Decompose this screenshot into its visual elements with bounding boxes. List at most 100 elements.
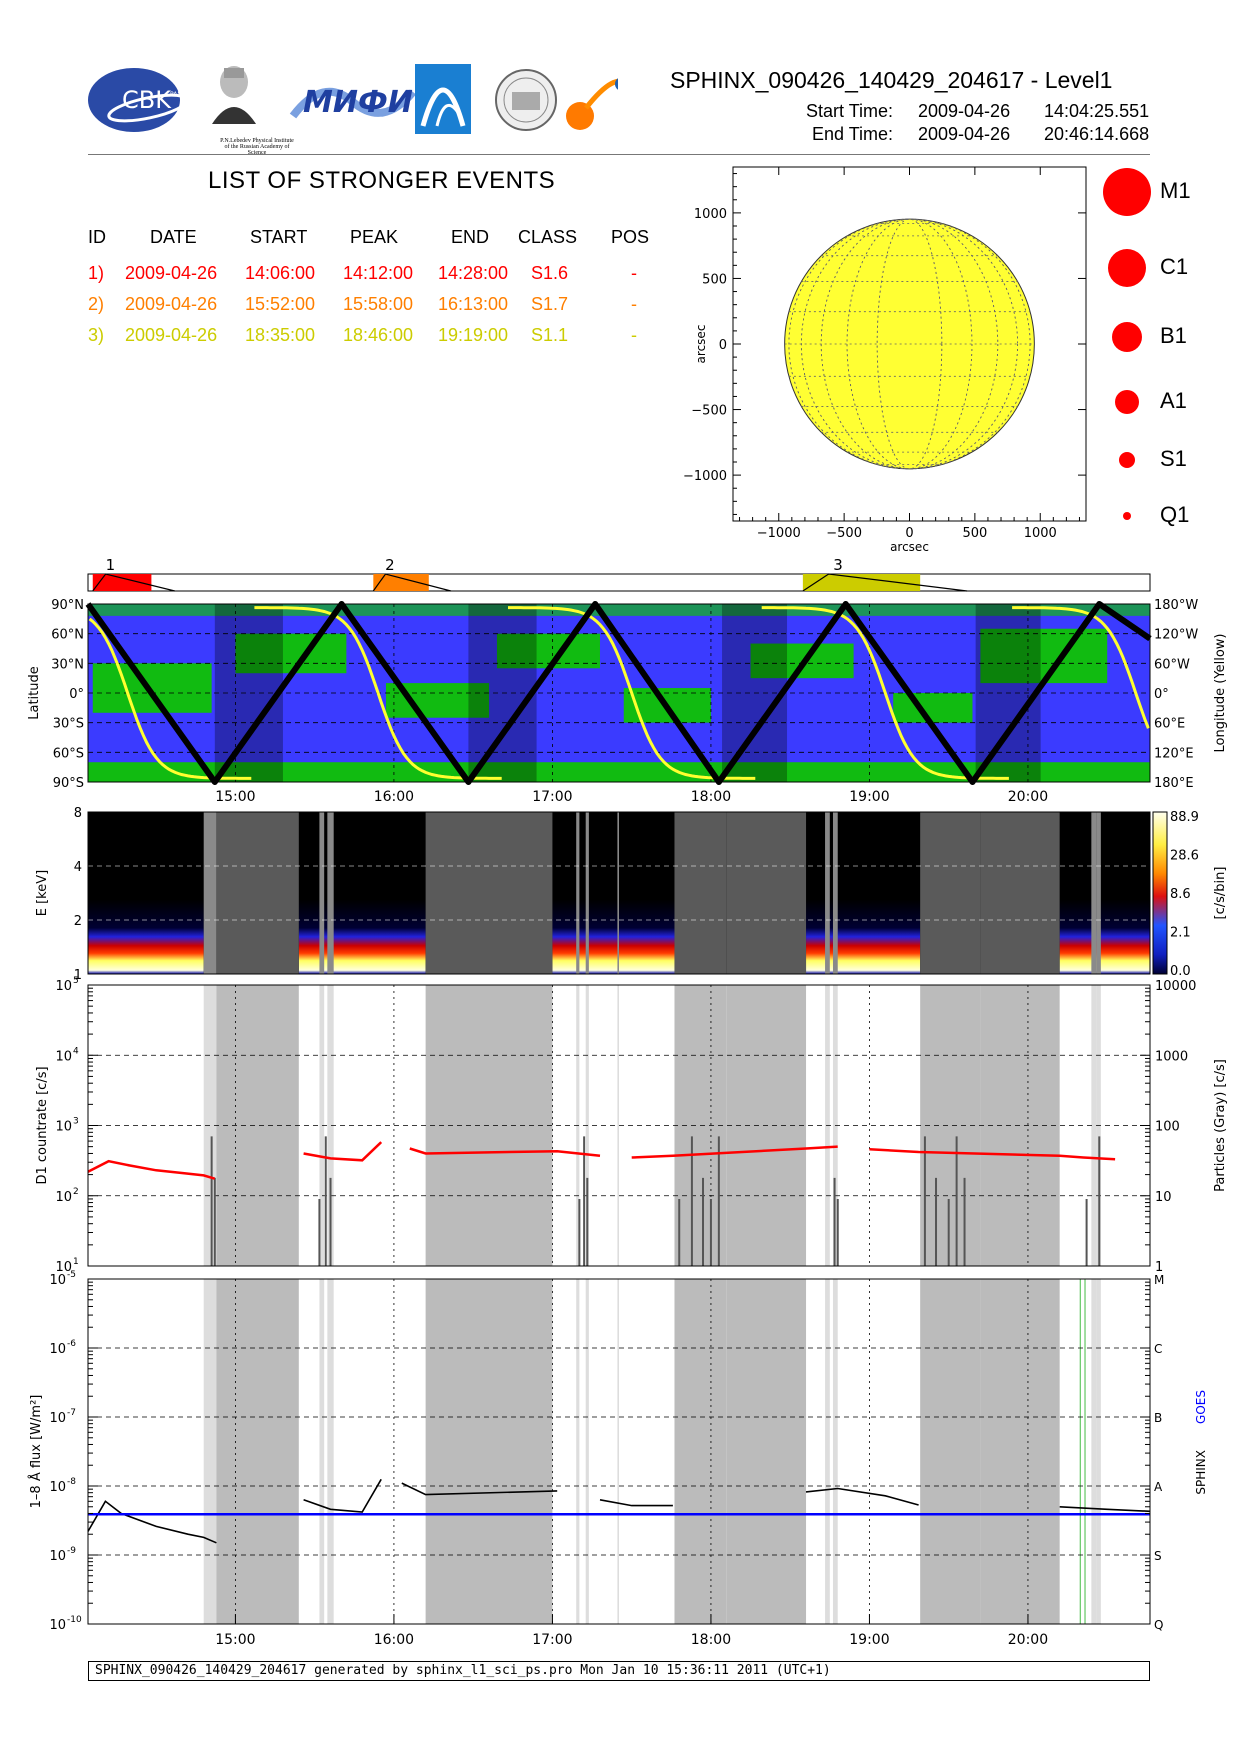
lebedev-caption: P.N.Lebedev Physical Institute of the Ru… xyxy=(220,138,294,156)
start-time-label: Start Time: xyxy=(806,101,894,121)
colorbar-tick-label: 0.0 xyxy=(1170,964,1191,979)
class-label-a1: A1 xyxy=(1160,388,1187,413)
class-marker-s1 xyxy=(1119,452,1135,468)
colorbar xyxy=(1152,811,1168,975)
event-2-id: 2) xyxy=(88,294,105,314)
flux-gap xyxy=(825,1279,830,1624)
events-header-start: START xyxy=(250,227,308,247)
event-2-cls: S1.7 xyxy=(531,294,569,314)
countrate-left-tick-exponent: 3 xyxy=(73,1117,79,1127)
sun-x-tick-label: 1000 xyxy=(1024,526,1057,541)
spectrogram-gap xyxy=(980,812,1060,974)
colorbar-label: [c/s/bin] xyxy=(1213,867,1228,920)
countrate-gap xyxy=(319,985,325,1266)
flux-class-tick-label: M xyxy=(1154,1273,1164,1287)
latitude-tick-label: 60°S xyxy=(53,746,84,761)
spectrogram-tick-label: 1 xyxy=(74,968,82,983)
sun-y-tick-label: −1000 xyxy=(683,469,727,484)
event-2-end: 16:13:00 xyxy=(438,294,509,314)
cbk-logo: CBK PAN xyxy=(88,68,189,132)
latitude-x-tick-label: 16:00 xyxy=(374,789,414,805)
spectrogram-gap xyxy=(1091,812,1097,974)
latitude-track xyxy=(85,601,1152,785)
event-1-pos: - xyxy=(631,263,637,283)
spectrogram-y-label: E [keV] xyxy=(35,870,50,916)
class-marker-c1 xyxy=(1108,249,1146,287)
event-2-pos: - xyxy=(631,294,637,314)
spectrogram-gap xyxy=(576,812,580,974)
sun-x-tick-label: 500 xyxy=(962,526,987,541)
flux-class-tick-label: A xyxy=(1154,1480,1163,1494)
events-title: LIST OF STRONGER EVENTS xyxy=(208,167,556,194)
countrate-left-tick-exponent: 2 xyxy=(73,1187,79,1197)
flux-gap xyxy=(425,1279,553,1624)
latitude-x-tick-label: 20:00 xyxy=(1008,789,1048,805)
flux-class-tick-label: C xyxy=(1154,1342,1162,1356)
spectrogram-active-interval xyxy=(88,899,204,974)
latitude-x-tick-label: 19:00 xyxy=(849,789,889,805)
event-bar-frame xyxy=(87,573,1151,592)
start-date: 2009-04-26 xyxy=(918,101,1011,121)
saa-north-band xyxy=(88,604,1150,616)
class-label-b1: B1 xyxy=(1160,323,1187,348)
particles-y-label: Particles (Gray) [c/s] xyxy=(1213,1059,1228,1192)
spectrogram-gap xyxy=(425,812,553,974)
countrate-series xyxy=(87,1159,216,1180)
sun-y-tick-label: 500 xyxy=(702,272,727,287)
countrate-right-tick-label: 100 xyxy=(1155,1120,1180,1135)
event-bar-marker xyxy=(92,573,176,592)
latitude-tick-label: 90°N xyxy=(51,598,84,613)
flux-x-tick-label: 16:00 xyxy=(374,1632,414,1648)
spectrogram-gap xyxy=(585,812,589,974)
event-2-start: 15:52:00 xyxy=(245,294,316,314)
sphinx-flux-series xyxy=(303,1478,382,1513)
flux-gap xyxy=(585,1279,589,1624)
sphinx-flux-series xyxy=(401,1482,558,1496)
spectrogram-active-interval xyxy=(1059,899,1150,974)
sun-x-axis-label: arcsec xyxy=(890,540,929,554)
cbk-logo-text: CBK xyxy=(122,86,172,114)
countrate-series xyxy=(303,1141,383,1162)
event-bar-interval xyxy=(92,574,152,591)
flux-gap xyxy=(617,1279,619,1624)
event-3-date: 2009-04-26 xyxy=(125,325,218,345)
flux-left-tick-label: 10 xyxy=(49,1549,66,1564)
flux-frame xyxy=(87,1278,1151,1625)
class-marker-m1 xyxy=(1103,168,1151,216)
event-1-cls: S1.6 xyxy=(531,263,569,283)
flux-gap xyxy=(920,1279,981,1624)
event-3-cls: S1.1 xyxy=(531,325,569,345)
institute-seal-logo xyxy=(495,69,557,131)
class-marker-b1 xyxy=(1112,322,1142,352)
spectrogram-tick-label: 2 xyxy=(74,914,82,929)
events-header-class: CLASS xyxy=(518,227,578,247)
events-header-end: END xyxy=(451,227,490,247)
latitude-tick-label: 30°S xyxy=(53,717,84,732)
latitude-x-tick-label: 15:00 xyxy=(215,789,255,805)
longitude-axis-label: Longitude (Yellow) xyxy=(1213,634,1228,753)
spectrogram-active-interval xyxy=(552,899,675,974)
spectrogram-tick-label: 4 xyxy=(74,860,82,875)
event-1-id: 1) xyxy=(88,263,105,283)
sun-longitude-line xyxy=(788,218,1031,470)
countrate-left-tick-label: 10 xyxy=(55,979,72,994)
longitude-tick-label: 120°E xyxy=(1154,746,1194,761)
event-bar-marker xyxy=(372,573,452,592)
countrate-left-tick-label: 10 xyxy=(55,1049,72,1064)
colorbar-tick-label: 88.9 xyxy=(1170,810,1199,825)
lebedev-portrait-logo xyxy=(212,66,256,124)
sun-y-tick-label: 0 xyxy=(719,338,727,353)
events-header-id: ID xyxy=(88,227,106,247)
saa-south-band xyxy=(88,762,1150,782)
latitude-x-tick-label: 18:00 xyxy=(691,789,731,805)
sphinx-flux-series xyxy=(805,1487,919,1506)
latitude-frame xyxy=(87,603,1151,783)
countrate-left-tick-exponent: 5 xyxy=(73,976,79,986)
event-1-date: 2009-04-26 xyxy=(125,263,218,283)
event-bar-interval xyxy=(373,574,429,591)
flux-left-tick-exponent: -10 xyxy=(67,1615,82,1625)
longitude-tick-label: 60°W xyxy=(1154,657,1190,672)
flux-gap xyxy=(216,1279,299,1624)
